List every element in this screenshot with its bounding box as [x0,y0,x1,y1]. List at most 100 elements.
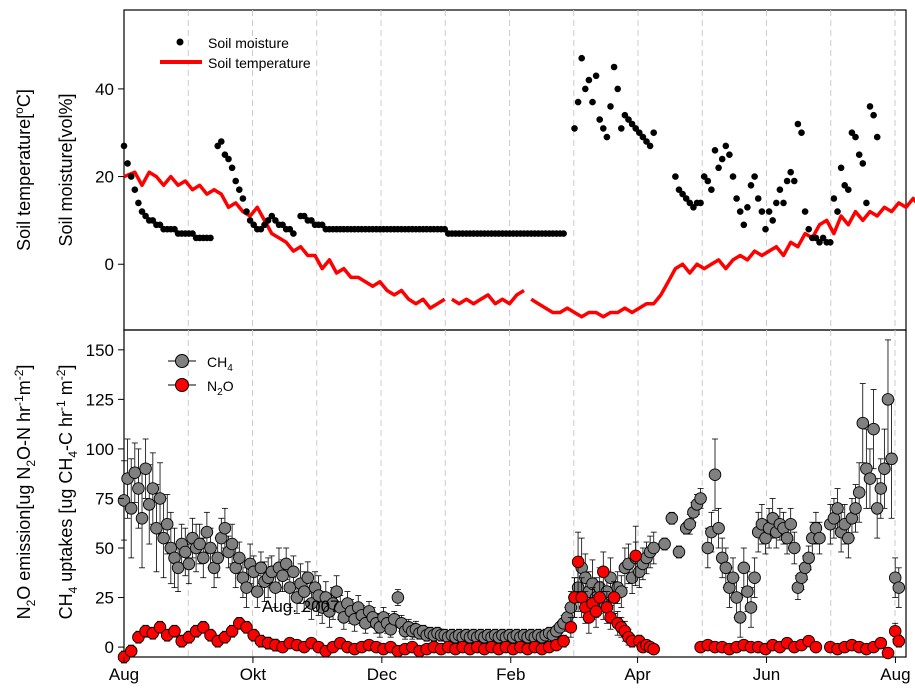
moisture-point-159 [726,151,733,158]
ch4-point-4 [132,482,145,495]
moisture-point-50 [308,217,315,224]
temperature-line-segment-2 [530,196,915,319]
n2o-point-61 [557,634,570,648]
ch4-point-158 [708,468,722,481]
ch4-point-165 [733,611,747,624]
moisture-point-164 [744,204,751,211]
bottom-panel-frame [123,329,907,658]
ch4-point-169 [748,571,761,584]
n2o-point-62 [564,621,578,634]
moisture-point-193 [848,129,856,136]
moisture-point-175 [783,177,791,185]
n2o-point-11 [197,621,210,634]
moisture-point-26 [218,138,225,145]
moisture-point-137 [628,120,636,128]
ch4-point-203 [878,462,891,475]
legend-n2o-marker [175,378,189,392]
temperature-line-segment-0 [123,170,446,310]
moisture-point-170 [765,208,773,215]
moisture-point-169 [762,225,769,233]
legend-moisture-label: Soil moisture [208,35,289,51]
ch4-point-149 [665,512,679,525]
ch4-point-2 [124,502,138,515]
legend-moisture-marker [176,38,184,46]
date-annotation: Aug. 2007 [262,597,340,616]
ch4-point-187 [813,531,826,545]
ch4-point-5 [135,512,149,525]
moisture-point-123 [578,54,585,62]
n2o-point-110 [874,636,888,650]
moisture-point-132 [610,63,618,71]
moisture-point-30 [232,177,239,185]
ch4-point-6 [139,462,152,475]
moisture-point-192 [845,186,852,193]
moisture-point-180 [801,208,809,215]
x-tick-label-5: Jun [753,665,780,684]
moisture-point-134 [618,125,625,132]
axis-ticks: Aug Okt Dec Feb Apr Jun Aug 0 20 40 0 25 50 75 100 125 1… [86,80,911,684]
moisture-point-184 [816,239,823,246]
ch4-point-196 [852,486,866,499]
bottom-y-tick-label-1: 25 [95,589,114,608]
moisture-point-141 [643,138,650,145]
ch4-point-204 [881,393,895,406]
ch4-point-166 [737,561,751,575]
ch4-point-38 [254,561,268,575]
ch4-point-17 [179,545,192,559]
x-tick-label-1: Okt [240,665,267,684]
ch4-point-179 [784,517,797,531]
moisture-point-3 [131,186,139,193]
moisture-point-188 [830,195,838,202]
legend-temperature-label: Soil temperature [208,55,311,71]
moisture-point-140 [639,133,647,141]
ch4-point-193 [842,531,855,545]
n2o-point-70 [593,591,606,604]
ch4-point-42 [269,581,282,594]
moisture-point-167 [754,195,762,202]
bottom-y-tick-label-6: 150 [86,341,114,360]
moisture-point-127 [592,72,600,80]
moisture-point-48 [300,212,308,220]
moisture-point-200 [873,133,881,141]
moisture-point-174 [780,199,787,207]
ch4-point-200 [867,422,880,436]
ch4-point-184 [802,551,815,565]
ch4-point-164 [730,591,743,604]
moisture-point-5 [138,208,146,215]
top-y-tick-label-2: 40 [95,80,114,99]
moisture-point-8 [149,217,157,224]
ch4-point-152 [683,517,697,531]
ch4-point-21 [193,537,206,551]
ch4-point-24 [204,541,217,555]
moisture-point-0 [120,142,128,150]
ch4-point-202 [874,482,888,495]
top-y-tick-label-1: 20 [95,168,114,187]
moisture-point-173 [776,186,784,193]
n2o-point-113 [892,634,906,648]
ch4-point-0 [117,494,131,507]
moisture-point-157 [718,155,726,163]
moisture-point-185 [819,234,827,242]
moisture-point-139 [636,129,643,136]
moisture-point-165 [747,182,755,189]
ch4-point-45 [279,557,293,571]
ch4-point-15 [171,561,185,575]
top-y-tick-label-0: 0 [105,255,114,274]
bottom-inner-ylabel: CH4 uptakes [ug CH4-C hr-1 m-2] [54,365,80,620]
moisture-point-39 [264,217,272,224]
moisture-point-153 [704,177,712,185]
moisture-point-131 [607,103,614,110]
moisture-point-130 [603,133,611,141]
bottom-legend: CH4 N2O [168,354,234,398]
ch4-point-180 [788,541,801,555]
moisture-point-196 [859,160,867,167]
ch4-point-34 [240,581,253,594]
moisture-point-29 [228,164,236,172]
moisture-point-155 [711,147,719,154]
moisture-point-121 [571,125,578,132]
moisture-point-129 [600,125,607,132]
moisture-point-172 [773,199,780,207]
moisture-point-197 [863,199,870,207]
moisture-point-35 [250,221,257,229]
